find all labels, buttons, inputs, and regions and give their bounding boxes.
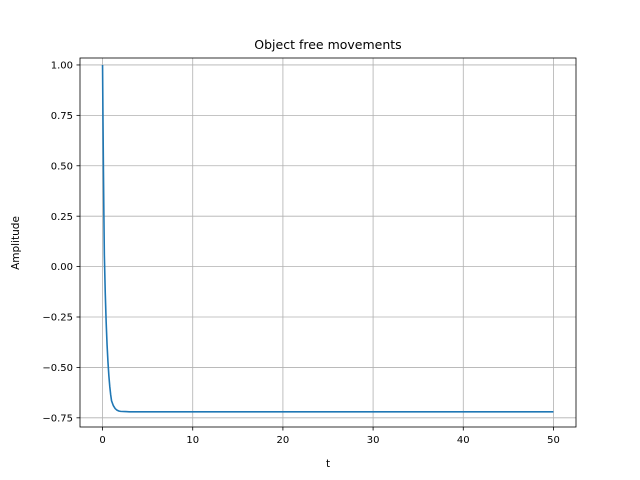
chart-title: Object free movements — [254, 37, 401, 52]
y-tick-label: −0.50 — [42, 363, 73, 374]
x-tick-label: 30 — [367, 435, 380, 446]
y-axis-label: Amplitude — [10, 216, 22, 270]
y-tick-label: 0.00 — [51, 262, 73, 273]
series-layer — [101, 64, 554, 413]
series-line — [101, 64, 554, 413]
y-tick-label: −0.25 — [42, 313, 73, 324]
x-axis-label: t — [326, 458, 330, 470]
x-tick-label: 20 — [277, 435, 290, 446]
x-tick-label: 50 — [547, 435, 560, 446]
plot-frame — [79, 57, 577, 428]
y-tick-label: −0.75 — [42, 413, 73, 424]
axis-ticks: 0 10 20 30 40 50 1.00 0.75 0.50 0.25 0.00 −0.25 −0.5… — [42, 61, 559, 446]
y-tick-label: 0.25 — [51, 212, 73, 223]
y-tick-label: 0.50 — [51, 161, 73, 172]
y-tick-label: 1.00 — [51, 61, 73, 72]
x-tick-label: 10 — [186, 435, 199, 446]
x-tick-label: 40 — [457, 435, 470, 446]
y-tick-label: 0.75 — [51, 111, 73, 122]
x-tick-label: 0 — [99, 435, 105, 446]
grid — [80, 58, 576, 427]
